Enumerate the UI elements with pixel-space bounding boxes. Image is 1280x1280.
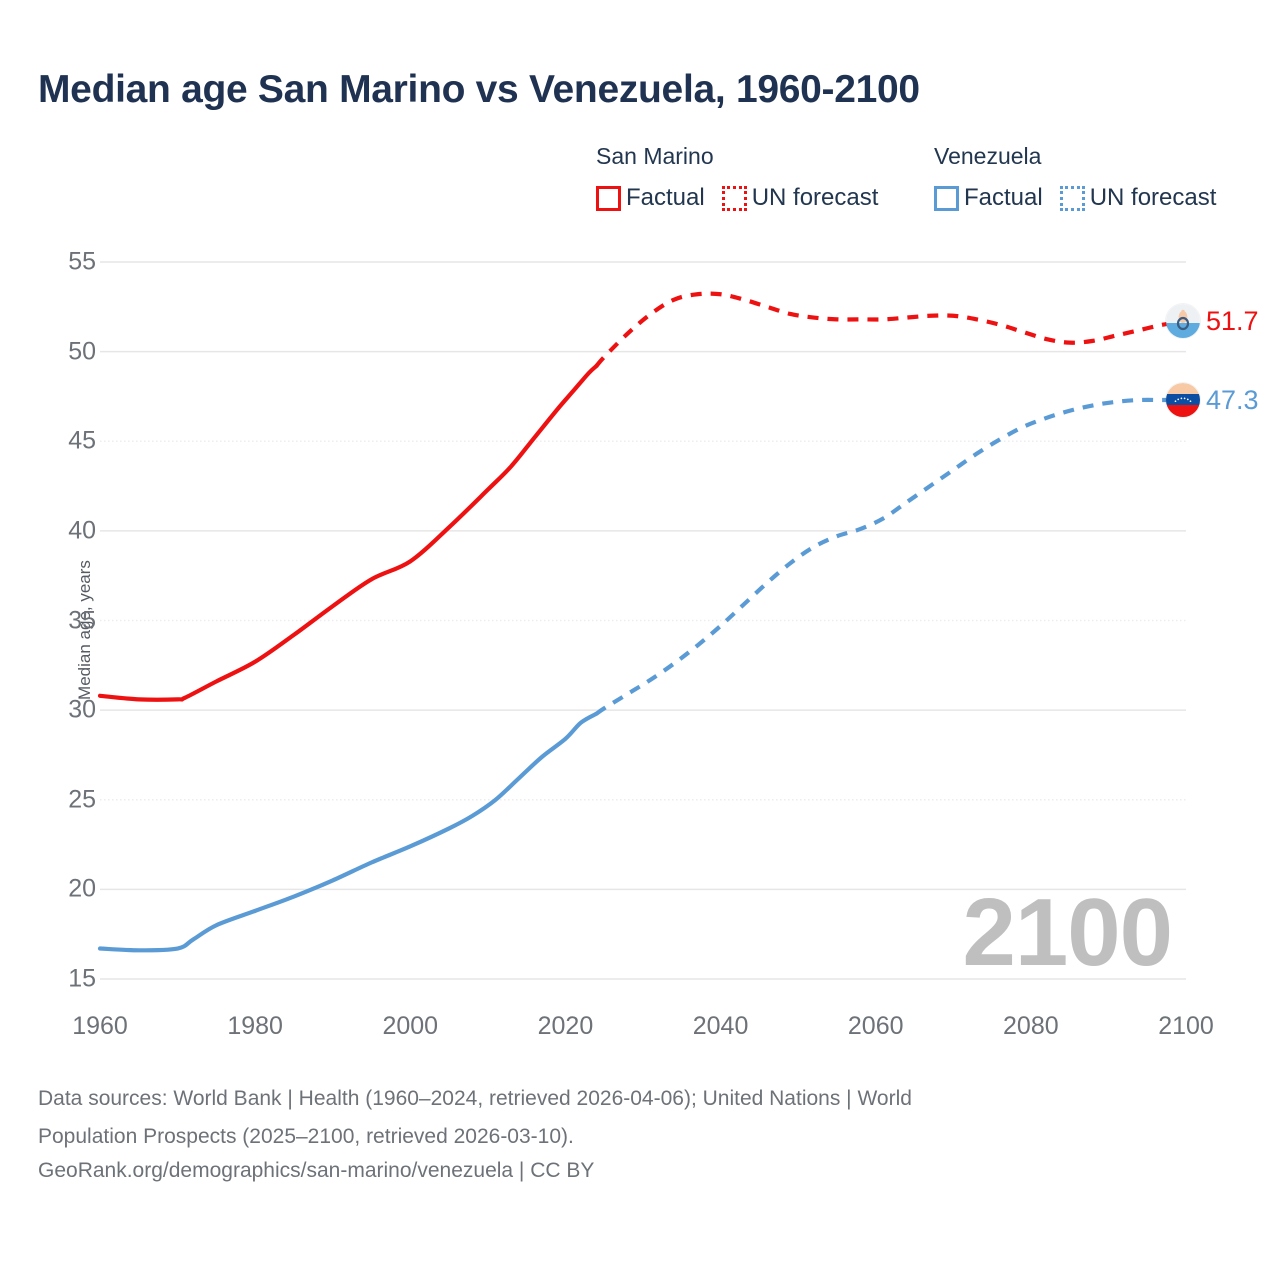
line-chart-canvas bbox=[97, 261, 1187, 980]
san-marino-flag-icon bbox=[1166, 304, 1200, 339]
legend-group-san-marino: San Marino Factual UN forecast bbox=[596, 142, 878, 212]
legend-country-label: San Marino bbox=[596, 143, 714, 169]
x-axis-tick-label: 2080 bbox=[1003, 1012, 1059, 1040]
legend-item-label: Factual bbox=[626, 184, 705, 211]
y-axis-tick-label: 30 bbox=[68, 695, 96, 724]
legend-swatch-dotted-icon bbox=[721, 185, 747, 211]
legend-country-label: Venezuela bbox=[934, 143, 1042, 169]
legend-group-venezuela: Venezuela Factual UN forecast bbox=[934, 142, 1216, 212]
y-axis-tick-label: 20 bbox=[68, 874, 96, 903]
end-value-san-marino: 51.7 bbox=[1206, 305, 1259, 336]
y-axis-tick-label: 25 bbox=[68, 785, 96, 814]
legend-swatch-solid-icon bbox=[596, 185, 621, 211]
legend-item-venezuela-forecast[interactable]: UN forecast bbox=[1059, 184, 1217, 212]
footer-line-1: Data sources: World Bank | Health (1960–… bbox=[38, 1087, 912, 1110]
end-marker-san-marino: 51.7 bbox=[1166, 304, 1259, 339]
year-watermark: 2100 bbox=[962, 879, 1173, 986]
venezuela-flag-icon bbox=[1166, 383, 1200, 418]
y-axis-tick-label: 55 bbox=[68, 247, 96, 276]
y-axis-tick-label: 50 bbox=[68, 337, 96, 366]
footer-sources: Data sources: World Bank | Health (1960–… bbox=[38, 1082, 1218, 1188]
footer-line-3: GeoRank.org/demographics/san-marino/vene… bbox=[38, 1159, 595, 1182]
x-axis-tick-label: 2000 bbox=[382, 1012, 439, 1040]
y-axis-tick-label: 40 bbox=[68, 516, 96, 545]
x-axis-tick-label: 2100 bbox=[1158, 1012, 1214, 1040]
footer-line-2: Population Prospects (2025–2100, retriev… bbox=[38, 1125, 574, 1148]
legend-item-venezuela-factual[interactable]: Factual bbox=[934, 184, 1043, 212]
x-axis-tick-label: 2060 bbox=[847, 1012, 904, 1040]
legend-item-san-marino-factual[interactable]: Factual bbox=[596, 184, 705, 212]
end-marker-venezuela: 47.3 bbox=[1166, 383, 1259, 418]
x-axis-tick-label: 2040 bbox=[692, 1012, 749, 1040]
legend-item-label: UN forecast bbox=[751, 184, 879, 211]
legend-item-san-marino-forecast[interactable]: UN forecast bbox=[721, 184, 879, 212]
x-axis-tick-label: 1960 bbox=[72, 1012, 128, 1040]
legend-swatch-solid-icon bbox=[934, 185, 959, 211]
legend-swatch-dotted-icon bbox=[1059, 185, 1085, 211]
y-axis-tick-label: 15 bbox=[68, 964, 96, 993]
x-axis-tick-label: 1980 bbox=[227, 1012, 283, 1040]
y-axis-tick-label: 35 bbox=[68, 606, 96, 634]
legend-item-label: Factual bbox=[964, 184, 1043, 211]
x-axis-tick-label: 2020 bbox=[537, 1012, 594, 1040]
y-axis-tick-label: 45 bbox=[68, 426, 96, 455]
plot-area: Median age, years 15 20 25 30 35 40 45 50 55 196… bbox=[68, 247, 1259, 1041]
chart-legend: San Marino Factual UN forecast Venezuela… bbox=[596, 142, 1256, 222]
end-value-venezuela: 47.3 bbox=[1206, 384, 1259, 415]
page-title: Median age San Marino vs Venezuela, 1960… bbox=[38, 68, 920, 111]
legend-item-label: UN forecast bbox=[1089, 184, 1217, 211]
